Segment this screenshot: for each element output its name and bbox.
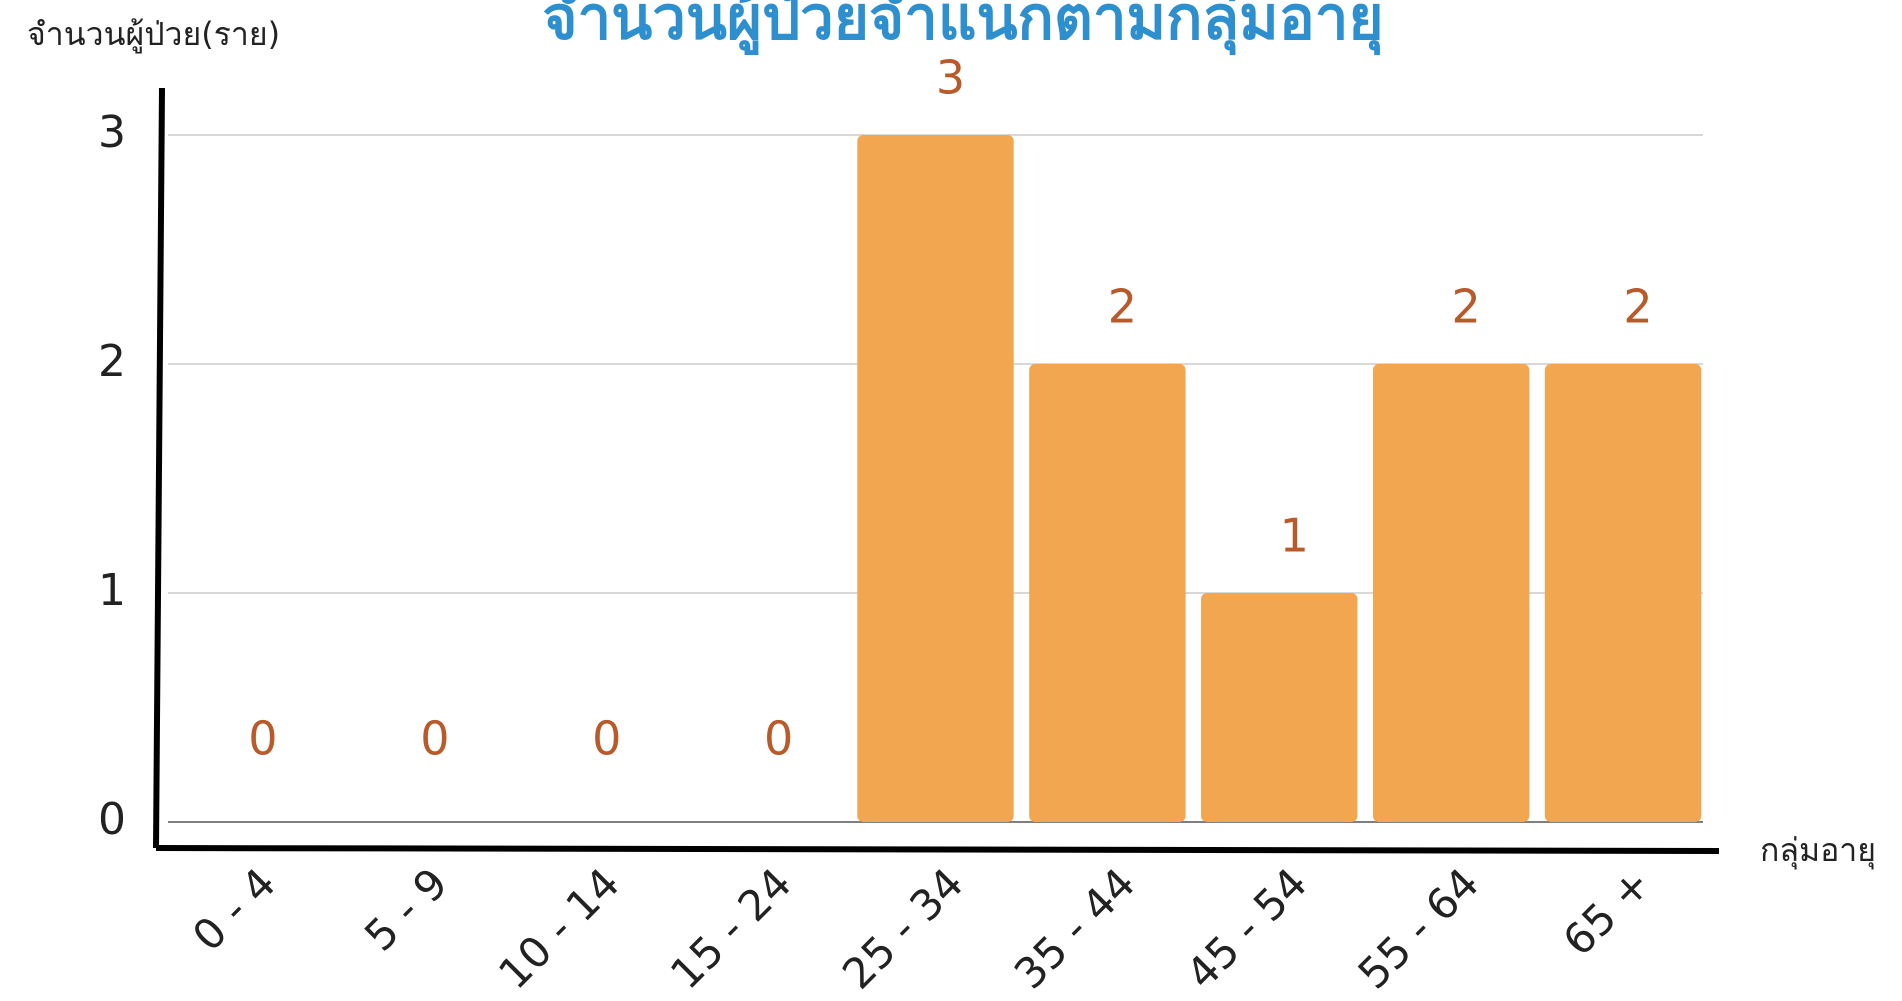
y-axis xyxy=(153,87,165,849)
value-label: 2 xyxy=(1452,280,1481,334)
bar xyxy=(857,135,1014,822)
x-tick-label: 15 - 24 xyxy=(661,859,801,999)
x-axis-label: กลุ่มอายุ xyxy=(1760,831,1876,870)
x-tick-label: 10 - 14 xyxy=(489,859,629,999)
x-tick-label: 0 - 4 xyxy=(183,859,285,961)
bar xyxy=(1372,364,1530,822)
y-tick-label: 3 xyxy=(98,107,126,158)
value-label: 0 xyxy=(248,712,277,766)
x-axis xyxy=(155,845,1720,854)
x-tick-label: 35 - 44 xyxy=(1005,859,1145,999)
chart-title: จำนวนผู้ป่วยจำแนกตามกลุ่มอายุ xyxy=(542,0,1383,56)
y-tick-label: 1 xyxy=(98,565,126,616)
value-label: 2 xyxy=(1108,280,1137,334)
y-tick-label: 0 xyxy=(98,794,126,845)
bar xyxy=(1029,364,1186,822)
y-axis-label: จำนวนผู้ป่วย(ราย) xyxy=(27,15,280,54)
x-tick-label: 25 - 34 xyxy=(833,859,973,999)
bar xyxy=(1201,593,1358,822)
x-tick-label: 55 - 64 xyxy=(1349,859,1489,999)
y-tick-label: 2 xyxy=(98,336,126,387)
value-label: 0 xyxy=(764,712,793,766)
value-label: 2 xyxy=(1623,280,1652,334)
x-tick-label: 65 + xyxy=(1553,859,1660,966)
x-tick-label: 45 - 54 xyxy=(1177,859,1317,999)
value-label: 0 xyxy=(592,712,621,766)
value-label: 3 xyxy=(936,51,965,105)
value-label: 1 xyxy=(1280,509,1309,563)
bar xyxy=(1544,364,1702,822)
value-label: 0 xyxy=(420,712,449,766)
x-tick-label: 5 - 9 xyxy=(355,859,457,961)
